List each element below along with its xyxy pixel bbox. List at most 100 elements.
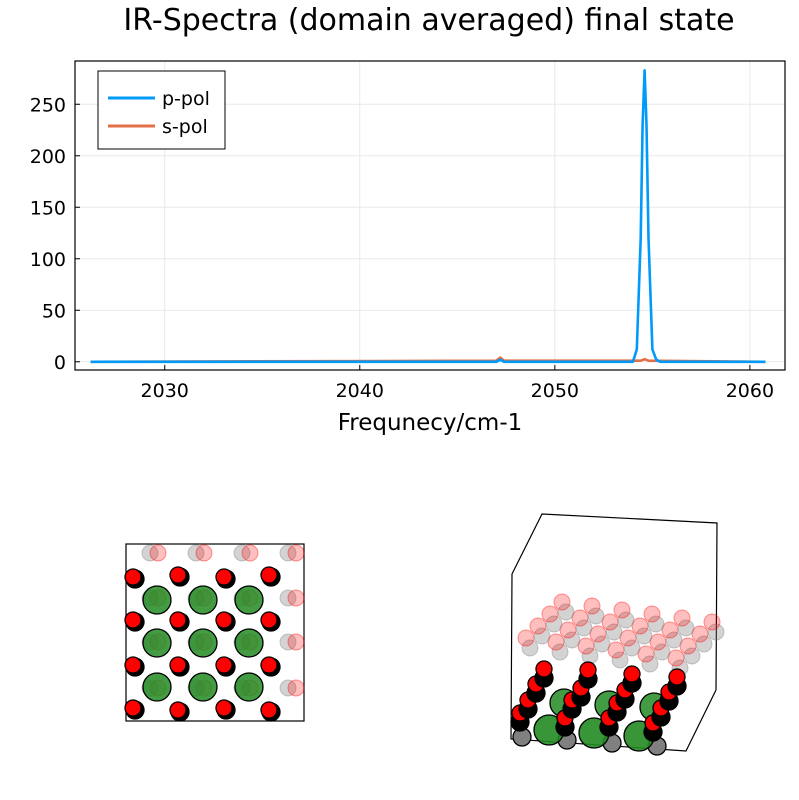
oxygen-atom — [579, 661, 597, 679]
substrate-atom-faint — [279, 679, 297, 697]
adsorbate-atom-faint — [583, 597, 601, 615]
substrate-atom-faint — [665, 631, 683, 649]
structure-perspective-view — [510, 513, 725, 756]
adsorbate-atom-faint — [589, 625, 607, 643]
chart-title: IR-Spectra (domain averaged) final state — [123, 3, 734, 38]
structure-perspective-cell — [511, 513, 718, 691]
oxygen-atom — [124, 568, 142, 586]
substrate-atom-faint — [635, 627, 653, 645]
adsorbate-atom-faint — [649, 633, 667, 651]
oxygen-atom — [535, 660, 553, 678]
metal-atom — [234, 585, 264, 615]
substrate-atom-faint — [623, 639, 641, 657]
substrate-atom-faint — [653, 643, 671, 661]
substrate-atom-faint — [695, 635, 713, 653]
substrate-atom-faint — [187, 544, 205, 562]
oxygen-atom — [623, 665, 641, 683]
adsorbate-atom-faint — [149, 544, 167, 562]
oxygen-atom — [169, 701, 187, 719]
series-line-p-pol — [90, 69, 766, 364]
x-axis-label: Frequnecy/cm-1 — [338, 410, 523, 436]
plot-frame — [74, 60, 786, 371]
y-tick-label: 100 — [30, 249, 66, 271]
adsorbate-atom-faint — [607, 641, 625, 659]
adsorbate-atom-faint — [703, 613, 721, 631]
adsorbate-atom-faint — [631, 617, 649, 635]
oxygen-atom — [215, 611, 233, 629]
adsorbate-atom-faint — [691, 625, 709, 643]
substrate-atom-faint — [617, 611, 635, 629]
substrate-atom-faint — [279, 544, 297, 562]
adsorbate-atom-faint — [553, 593, 571, 611]
substrate-atom-faint — [647, 615, 665, 633]
structure-top-cell — [125, 543, 305, 722]
adsorbate-atom-faint — [195, 544, 213, 562]
structure-top-view — [124, 543, 305, 722]
adsorbate-atom-faint — [619, 629, 637, 647]
y-tick-label: 200 — [30, 146, 66, 168]
adsorbate-atom-faint — [541, 605, 559, 623]
series-layer — [90, 69, 766, 364]
adsorbate-atom-faint — [517, 629, 535, 647]
plot-area: 2030 2040 2050 2060 0 50 100 150 200 250 — [30, 60, 786, 402]
substrate-atom-faint — [563, 631, 581, 649]
substrate-atom-faint — [551, 643, 569, 661]
adsorbate-atom-faint — [643, 605, 661, 623]
adsorbate-atom-faint — [287, 633, 305, 651]
adsorbate-atom-faint — [577, 637, 595, 655]
metal-atom — [188, 585, 218, 615]
adsorbate-atom-faint — [547, 633, 565, 651]
adsorbate-atom-faint — [667, 649, 685, 667]
oxygen-atom — [124, 611, 142, 629]
metal-atom — [234, 672, 264, 702]
adsorbate-atom-faint — [661, 621, 679, 639]
substrate-atom-faint — [533, 627, 551, 645]
adsorbate-atom-faint — [287, 544, 305, 562]
substrate-atom-faint — [279, 633, 297, 651]
oxygen-atom — [260, 611, 278, 629]
oxygen-atom — [668, 668, 686, 686]
legend: p-pol s-pol — [97, 70, 226, 150]
oxygen-atom — [260, 656, 278, 674]
substrate-atom-faint — [557, 603, 575, 621]
adsorbate-atom-faint — [529, 617, 547, 635]
substrate-atom-faint — [141, 544, 159, 562]
substrate-atom-faint — [593, 635, 611, 653]
oxygen-atom — [215, 699, 233, 717]
x-tick-label: 2040 — [336, 380, 384, 402]
oxygen-atom — [260, 701, 278, 719]
substrate-atom-faint — [233, 544, 251, 562]
y-tick-label: 50 — [42, 300, 66, 322]
substrate-atom-faint — [575, 619, 593, 637]
adsorbate-atom-faint — [571, 609, 589, 627]
adsorbate-atom-faint — [637, 645, 655, 663]
legend-label-s-pol: s-pol — [162, 116, 208, 138]
substrate-atom-faint — [545, 615, 563, 633]
oxygen-atom — [169, 566, 187, 584]
substrate-atom-faint — [521, 639, 539, 657]
adsorbate-atom-faint — [241, 544, 259, 562]
oxygen-atom — [124, 656, 142, 674]
adsorbate-atom-faint — [601, 613, 619, 631]
metal-atom — [142, 585, 172, 615]
x-tick-label: 2050 — [531, 380, 579, 402]
adsorbate-atom-faint — [287, 589, 305, 607]
y-tick-label: 150 — [30, 197, 66, 219]
oxygen-atom — [215, 568, 233, 586]
metal-atom — [142, 672, 172, 702]
adsorbate-atom-faint — [559, 621, 577, 639]
adsorbate-atom-faint — [613, 601, 631, 619]
substrate-atom-faint — [279, 589, 297, 607]
legend-label-p-pol: p-pol — [162, 88, 210, 110]
oxygen-atom — [260, 566, 278, 584]
metal-atom — [188, 628, 218, 658]
legend-box — [97, 70, 226, 150]
metal-atom — [142, 628, 172, 658]
axis-ticks: 2030 2040 2050 2060 0 50 100 150 200 250 — [30, 94, 774, 402]
x-tick-label: 2030 — [141, 380, 189, 402]
y-tick-label: 250 — [30, 94, 66, 116]
substrate-atom-faint — [683, 647, 701, 665]
adsorbate-atom-faint — [673, 609, 691, 627]
oxygen-atom — [215, 656, 233, 674]
